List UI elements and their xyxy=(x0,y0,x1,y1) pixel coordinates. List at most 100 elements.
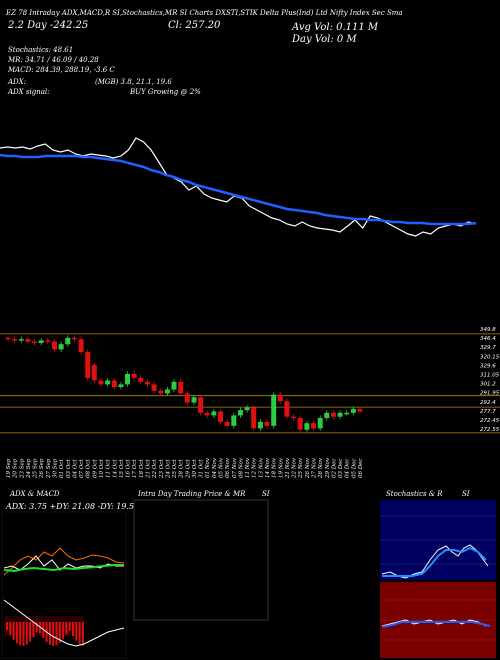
x-axis-labels: 19 Sep 20 Sep 23 Sep 24 Sep 25 Sep 26 Sep 27 S… xyxy=(6,457,364,479)
macd-bar xyxy=(9,622,12,636)
x-tick-label: 18 Oct xyxy=(139,459,145,478)
x-tick-label: 15 Oct xyxy=(119,459,125,478)
candle-body xyxy=(12,339,18,341)
y-tick-label: 349.8 xyxy=(480,327,496,333)
candle-body xyxy=(158,390,164,394)
candle-body xyxy=(264,421,270,426)
stoch-panel-title-right: SI xyxy=(462,490,470,498)
candle-body xyxy=(211,411,217,416)
candle-body xyxy=(284,401,290,417)
stoch-panel-title: Stochastics & R xyxy=(386,490,443,498)
candle-body xyxy=(105,380,111,385)
x-tick-label: 05 Nov xyxy=(219,457,225,478)
x-tick-label: 26 Sep xyxy=(39,458,45,479)
x-tick-label: 30 Oct xyxy=(192,459,198,478)
macd-label: MACD: 284.39, 288.19, -3.6 C xyxy=(8,66,115,74)
macd-bar xyxy=(25,622,28,645)
x-tick-label: 20 Sep xyxy=(13,458,19,479)
x-tick-label: 07 Nov xyxy=(232,457,238,478)
macd-bar xyxy=(68,622,71,631)
candle-body xyxy=(32,341,38,344)
stochastics-panel xyxy=(380,500,496,658)
y-axis-labels: 349.8 346.4 329.7 320.15 329.6 311.05 301.2 291… xyxy=(480,327,500,433)
header-line: EZ 78 Intraday ADX,MACD,R SI,Stochastics… xyxy=(6,9,258,17)
candle-body xyxy=(257,421,263,429)
candle-body xyxy=(85,352,91,378)
x-tick-label: 18 Nov xyxy=(272,457,278,478)
macd-bar xyxy=(65,622,68,635)
x-tick-label: 01 Nov xyxy=(205,457,211,478)
intraday-panel-frame xyxy=(133,499,269,621)
candle-body xyxy=(324,412,330,418)
rsi-label: MR: 34.71 / 46.09 / 40.28 xyxy=(8,56,99,64)
candle-body xyxy=(65,337,71,345)
macd-bar xyxy=(48,622,51,645)
candle-body xyxy=(151,384,157,391)
macd-bar xyxy=(75,622,78,641)
candle-body xyxy=(178,381,184,394)
x-tick-label: 05 Dec xyxy=(351,459,357,479)
macd-bar xyxy=(62,622,65,640)
candle-body xyxy=(297,418,303,430)
x-tick-label: 04 Nov xyxy=(212,457,218,478)
y-tick-label: 346.4 xyxy=(480,336,496,342)
avg-vol-label: Avg Vol: 0.111 M xyxy=(292,22,379,33)
x-tick-label: 14 Nov xyxy=(265,457,271,478)
y-tick-label: 329.6 xyxy=(480,363,496,369)
intraday-panel-title-right: SI xyxy=(262,490,270,498)
x-tick-label: 02 Dec xyxy=(331,459,337,479)
x-tick-label: 16 Oct xyxy=(126,459,132,478)
x-tick-label: 06 Dec xyxy=(358,459,364,479)
y-tick-label: 320.15 xyxy=(480,354,500,360)
x-tick-label: 17 Oct xyxy=(132,459,138,478)
x-tick-label: 30 Sep xyxy=(53,458,59,478)
stoch-label: Stochastics: 48.61 xyxy=(8,46,74,54)
x-tick-label: 08 Nov xyxy=(239,457,245,478)
macd-bar xyxy=(22,622,25,646)
x-tick-label: 06 Nov xyxy=(225,457,231,478)
y-tick-label: 301.2 xyxy=(480,382,496,388)
candle-body xyxy=(271,394,277,426)
candle-body xyxy=(277,394,283,402)
macd-bar xyxy=(78,622,81,644)
candle-body xyxy=(25,339,31,342)
adx-macd-panel xyxy=(1,511,127,659)
x-tick-label: 04 Dec xyxy=(345,459,351,479)
macd-bar xyxy=(12,622,15,640)
x-tick-label: 13 Nov xyxy=(258,457,264,478)
x-tick-label: 27 Sep xyxy=(46,458,52,479)
candle-body xyxy=(45,340,51,342)
candle-body xyxy=(58,344,64,350)
candle-body xyxy=(244,407,250,411)
x-tick-label: 22 Nov xyxy=(292,457,298,479)
x-tick-label: 19 Sep xyxy=(6,458,12,478)
x-tick-label: 08 Oct xyxy=(86,459,92,478)
candle-body xyxy=(304,423,310,430)
y-tick-label: 277.7 xyxy=(480,409,496,415)
candle-body xyxy=(337,412,343,417)
macd-bar xyxy=(35,622,38,633)
macd-bar xyxy=(55,622,58,646)
candle-body xyxy=(171,381,177,390)
candle-body xyxy=(18,339,24,341)
candle-body xyxy=(164,389,170,394)
x-tick-label: 24 Oct xyxy=(165,459,171,479)
adx-signal-text: BUY Growing @ 2% xyxy=(130,88,201,96)
candle-body xyxy=(5,337,11,340)
y-tick-label: 272.55 xyxy=(480,427,500,433)
candle-body xyxy=(204,412,210,416)
macd-bar xyxy=(81,622,84,646)
x-tick-label: 19 Nov xyxy=(278,457,284,478)
candle-body xyxy=(118,384,124,387)
x-tick-label: 01 Oct xyxy=(59,459,65,478)
adx-values: (MGB) 3.8, 21.1, 19.6 xyxy=(95,78,172,86)
x-tick-label: 25 Oct xyxy=(172,459,178,479)
candle-body xyxy=(224,421,230,426)
stoch-d-line xyxy=(382,546,487,577)
adx-plus-line xyxy=(3,547,125,576)
macd-bar xyxy=(6,622,8,630)
candle-body xyxy=(98,380,104,385)
x-tick-label: 09 Oct xyxy=(92,459,98,478)
candle-body xyxy=(38,340,44,343)
